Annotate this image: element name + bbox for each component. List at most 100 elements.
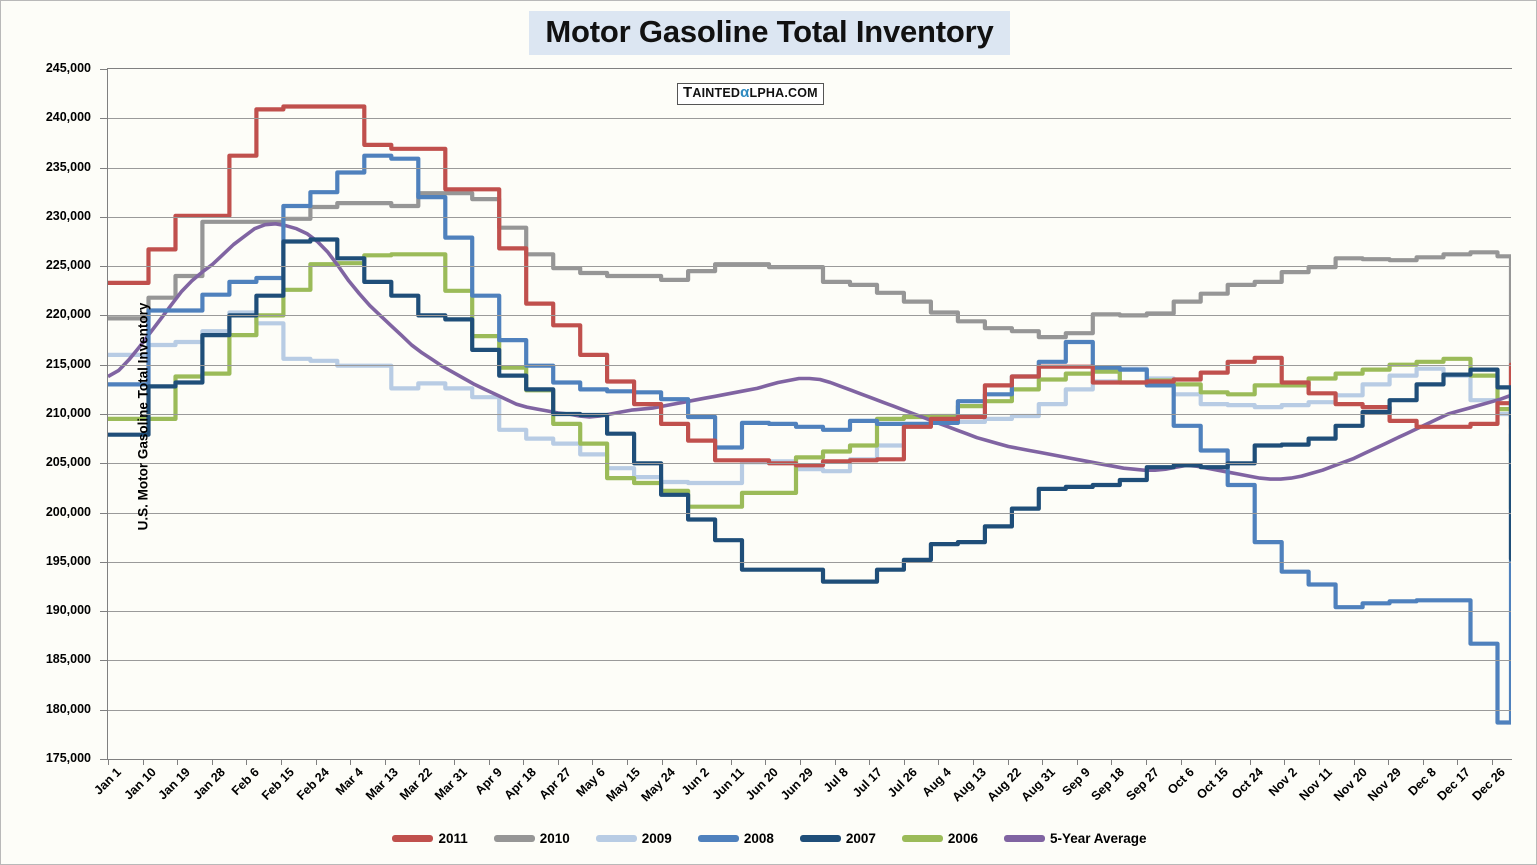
x-axis-tick	[800, 759, 801, 765]
legend-label: 2009	[641, 831, 672, 846]
x-axis-tick	[1492, 759, 1493, 765]
series-line-2006	[108, 252, 1511, 511]
x-axis-tick	[350, 759, 351, 765]
x-axis-tick	[1250, 759, 1251, 765]
legend-label: 2007	[845, 831, 876, 846]
watermark-text-2: LPHA.COM	[749, 86, 818, 100]
plot-left-axis	[107, 69, 108, 760]
y-axis-tick	[100, 463, 107, 464]
x-axis-tick	[246, 759, 247, 765]
y-axis-tick-label: 180,000	[45, 702, 91, 716]
legend-item-2010[interactable]: 2010	[493, 831, 570, 846]
legend-swatch-icon	[799, 835, 841, 842]
x-axis-tick	[1181, 759, 1182, 765]
legend-item-2007[interactable]: 2007	[799, 831, 876, 846]
x-axis-tick	[731, 759, 732, 765]
y-axis-title: U.S. Motor Gasoline Total Inventory	[135, 302, 151, 531]
y-axis-tick	[100, 266, 107, 267]
x-axis-tick	[904, 759, 905, 765]
gridline	[108, 266, 1511, 267]
y-axis-tick-label: 190,000	[45, 603, 91, 617]
legend-swatch-icon	[392, 835, 434, 842]
y-axis-tick	[100, 118, 107, 119]
gridline	[108, 660, 1511, 661]
x-axis-tick	[454, 759, 455, 765]
page-title: Motor Gasoline Total Inventory	[529, 11, 1010, 55]
series-line-2008	[108, 153, 1511, 725]
x-axis-tick	[1008, 759, 1009, 765]
y-axis-tick	[100, 611, 107, 612]
x-axis-tick	[108, 759, 109, 765]
legend-item-2009[interactable]: 2009	[595, 831, 672, 846]
legend-item-2011[interactable]: 2011	[392, 831, 468, 846]
x-axis-tick	[177, 759, 178, 765]
legend-swatch-icon	[595, 835, 637, 842]
y-axis-tick	[100, 660, 107, 661]
y-axis-tick-label: 205,000	[45, 455, 91, 469]
y-axis-tick-label: 220,000	[45, 307, 91, 321]
gridline	[108, 513, 1511, 514]
x-axis-tick	[592, 759, 593, 765]
x-axis-tick	[1111, 759, 1112, 765]
gridline	[108, 315, 1511, 316]
x-axis-tick	[316, 759, 317, 765]
y-axis-tick	[100, 365, 107, 366]
legend-label: 2006	[947, 831, 978, 846]
gridline	[108, 414, 1511, 415]
legend-item-2006[interactable]: 2006	[901, 831, 978, 846]
legend-item-5-year-average[interactable]: 5-Year Average	[1003, 831, 1147, 846]
gridline	[108, 611, 1511, 612]
x-axis-tick	[143, 759, 144, 765]
legend-swatch-icon	[1003, 835, 1045, 842]
legend-item-2008[interactable]: 2008	[697, 831, 774, 846]
x-axis-tick	[385, 759, 386, 765]
y-axis-tick-label: 215,000	[45, 357, 91, 371]
x-axis-tick	[938, 759, 939, 765]
x-axis-tick	[696, 759, 697, 765]
series-line-2010	[108, 191, 1511, 431]
legend-label: 2011	[438, 831, 468, 846]
y-axis-tick-label: 235,000	[45, 160, 91, 174]
x-axis-tick-label: Dec 26	[1469, 765, 1508, 804]
x-axis-tick	[281, 759, 282, 765]
watermark-text-1: AINTED	[692, 86, 741, 100]
x-axis-tick	[1388, 759, 1389, 765]
x-axis-tick	[662, 759, 663, 765]
plot-area: U.S. Motor Gasoline Total Inventory	[108, 69, 1511, 759]
y-axis-tick-label: 195,000	[45, 554, 91, 568]
series-line-2007	[108, 237, 1511, 584]
x-axis-tick	[1146, 759, 1147, 765]
legend-label: 2010	[539, 831, 570, 846]
x-axis-tick	[419, 759, 420, 765]
legend-label: 2008	[743, 831, 774, 846]
y-axis-tick-label: 225,000	[45, 258, 91, 272]
legend-swatch-icon	[901, 835, 943, 842]
alpha-symbol-icon: α	[740, 84, 750, 101]
x-axis-tick	[212, 759, 213, 765]
y-axis-tick	[100, 217, 107, 218]
gridline	[108, 118, 1511, 119]
y-axis-tick-label: 230,000	[45, 209, 91, 223]
y-axis-tick	[100, 513, 107, 514]
y-axis-tick	[100, 710, 107, 711]
legend-label: 5-Year Average	[1049, 831, 1147, 846]
gridline	[108, 463, 1511, 464]
x-axis-tick	[523, 759, 524, 765]
watermark-text-prefix: T	[683, 84, 693, 101]
x-axis-tick	[627, 759, 628, 765]
y-axis-tick	[100, 168, 107, 169]
plot-top-border	[107, 68, 1512, 69]
x-axis-tick	[489, 759, 490, 765]
gridline	[108, 562, 1511, 563]
title-container: Motor Gasoline Total Inventory	[1, 11, 1537, 55]
gridline	[108, 365, 1511, 366]
x-axis-tick	[1215, 759, 1216, 765]
y-axis-tick	[100, 69, 107, 70]
x-axis-tick	[1354, 759, 1355, 765]
x-axis-tick	[1042, 759, 1043, 765]
x-axis-tick	[1284, 759, 1285, 765]
series-layer	[108, 104, 1511, 725]
watermark-tainted-alpha: TAINTEDαLPHA.COM	[677, 83, 824, 105]
y-axis-tick-label: 210,000	[45, 406, 91, 420]
